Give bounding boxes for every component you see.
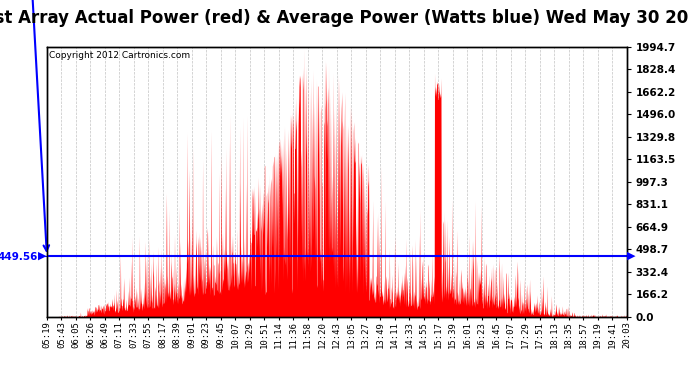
Text: East Array Actual Power (red) & Average Power (Watts blue) Wed May 30 20:18: East Array Actual Power (red) & Average … <box>0 9 690 27</box>
Text: Copyright 2012 Cartronics.com: Copyright 2012 Cartronics.com <box>49 51 190 60</box>
Text: ▶: ▶ <box>627 251 635 261</box>
Text: ▶: ▶ <box>38 251 46 261</box>
